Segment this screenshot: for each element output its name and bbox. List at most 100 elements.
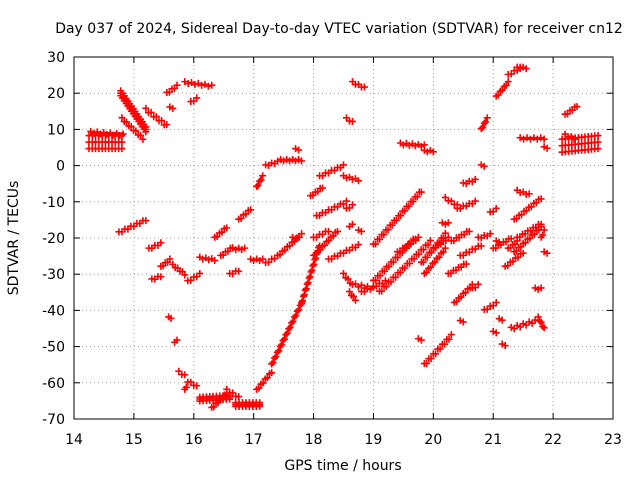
- data-point: [479, 123, 487, 131]
- data-point: [360, 83, 368, 91]
- x-axis-label: GPS time / hours: [284, 458, 401, 474]
- data-point: [526, 234, 534, 242]
- data-point: [310, 260, 318, 268]
- data-point: [255, 384, 263, 392]
- data-point: [118, 145, 126, 153]
- data-point: [344, 275, 352, 283]
- x-tick-label: 18: [305, 432, 323, 448]
- data-point: [316, 246, 324, 254]
- data-point: [486, 230, 494, 238]
- data-point: [414, 233, 422, 241]
- data-point: [184, 80, 192, 88]
- x-tick-label: 20: [424, 432, 442, 448]
- data-point: [477, 242, 485, 250]
- data-point: [196, 269, 204, 277]
- y-tick-label: -10: [42, 195, 65, 211]
- data-point: [118, 138, 126, 146]
- data-point: [444, 233, 452, 241]
- data-point: [471, 197, 479, 205]
- data-point: [226, 395, 234, 403]
- data-point: [167, 314, 175, 322]
- data-point: [173, 81, 181, 89]
- data-point: [286, 323, 294, 331]
- data-point: [281, 246, 289, 254]
- data-point: [273, 348, 281, 356]
- data-point: [204, 82, 212, 90]
- data-point: [492, 298, 500, 306]
- x-tick-label: 23: [604, 432, 622, 448]
- data-point: [388, 221, 396, 229]
- data-point: [193, 94, 201, 102]
- y-tick-label: -70: [42, 412, 65, 428]
- data-point: [218, 228, 226, 236]
- data-point: [426, 236, 434, 244]
- y-tick-label: -50: [42, 340, 65, 356]
- data-point: [348, 220, 356, 228]
- data-point: [372, 276, 380, 284]
- data-point: [325, 227, 333, 235]
- data-point: [163, 121, 171, 129]
- data-point: [298, 230, 306, 238]
- data-point: [300, 291, 308, 299]
- data-point: [483, 114, 491, 122]
- data-point: [147, 108, 155, 116]
- data-point: [424, 241, 432, 249]
- data-point: [441, 244, 449, 252]
- data-point: [427, 263, 435, 271]
- data-point: [570, 135, 578, 143]
- data-point: [501, 342, 509, 350]
- data-point: [537, 134, 545, 142]
- data-point: [270, 354, 278, 362]
- data-point: [158, 117, 166, 125]
- data-point: [142, 217, 150, 225]
- data-point: [191, 80, 199, 88]
- data-point: [530, 230, 538, 238]
- data-point: [427, 355, 435, 363]
- data-point: [354, 241, 362, 249]
- data-point: [242, 210, 250, 218]
- y-tick-label: 10: [47, 122, 65, 138]
- data-point: [405, 202, 413, 210]
- data-point: [480, 119, 488, 127]
- data-point: [444, 219, 452, 227]
- data-point: [519, 249, 527, 257]
- data-point: [312, 251, 320, 259]
- data-point: [380, 267, 388, 275]
- data-point: [340, 269, 347, 277]
- data-point: [137, 131, 145, 139]
- data-point: [380, 231, 388, 239]
- data-point: [304, 279, 312, 287]
- data-point: [594, 145, 602, 153]
- data-point: [540, 226, 548, 234]
- data-point: [142, 128, 150, 136]
- data-point: [157, 273, 165, 281]
- data-point: [495, 238, 503, 246]
- data-point: [465, 227, 473, 235]
- data-point: [594, 132, 602, 140]
- data-point: [348, 117, 356, 125]
- data-point: [417, 336, 425, 344]
- data-point: [453, 298, 461, 306]
- data-point: [278, 341, 286, 349]
- data-point: [537, 284, 545, 292]
- data-point: [423, 359, 431, 367]
- data-point: [329, 232, 337, 240]
- data-point: [254, 181, 262, 189]
- data-point: [520, 135, 528, 143]
- data-point: [457, 293, 465, 301]
- data-point: [381, 277, 389, 285]
- data-point: [235, 393, 243, 401]
- x-tick-label: 19: [365, 432, 383, 448]
- data-point: [385, 263, 393, 271]
- data-point: [334, 227, 342, 235]
- data-point: [432, 350, 440, 358]
- data-point: [392, 216, 400, 224]
- data-point: [492, 329, 500, 337]
- data-point: [516, 134, 524, 142]
- x-tick-labels: 14 15 16 17 18 19 20 21 22 23: [65, 432, 622, 448]
- data-point: [342, 197, 350, 205]
- data-point: [210, 403, 218, 411]
- data-point: [295, 306, 303, 314]
- data-point: [109, 131, 117, 139]
- y-tick-label: 30: [47, 50, 65, 66]
